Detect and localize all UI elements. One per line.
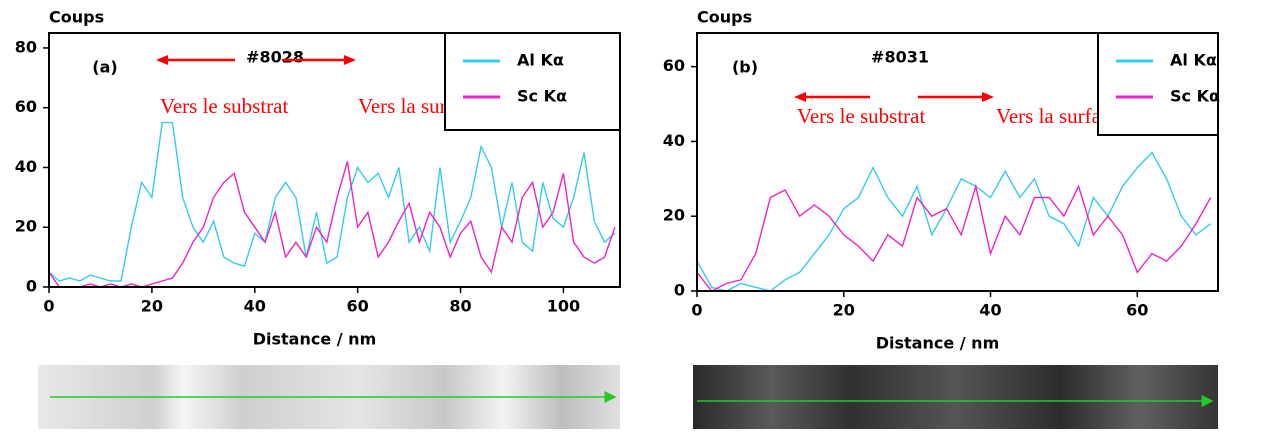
x-tick-label: 0 [43,297,54,316]
sample-label: #8028 [246,48,304,67]
annotation: Vers le substrat [160,94,288,118]
panel-label: (a) [92,58,117,77]
legend-box [1097,32,1219,136]
legend-label: Al Kα [517,51,564,70]
y-tick-label: 60 [15,97,37,116]
arrow-head [156,55,168,65]
annotation: Vers le substrat [797,104,925,128]
arrow-head [982,92,994,102]
arrow-head [794,92,806,102]
legend-box [444,32,621,131]
legend-label: Sc Kα [517,87,567,106]
x-tick-label: 60 [1126,301,1148,320]
legend-label: Al Kα [1170,51,1217,70]
data-line [696,151,1212,292]
x-tick-label: 100 [547,297,580,316]
y-axis-label: Coups [49,8,104,27]
y-tick-label: 60 [663,56,685,75]
x-axis-label: Distance / nm [253,330,377,349]
x-tick-label: 0 [691,301,702,320]
arrow-head [344,55,356,65]
y-tick-label: 40 [15,157,37,176]
y-tick-label: 20 [15,217,37,236]
plot-frame [696,32,1219,292]
data-line [48,121,616,282]
x-tick-label: 40 [979,301,1001,320]
y-tick-label: 20 [663,206,685,225]
plot-frame [48,32,621,288]
y-tick-label: 80 [15,37,37,56]
data-line [696,183,1212,292]
y-tick-label: 40 [663,131,685,150]
tem-image-b [693,365,1218,429]
x-axis-label: Distance / nm [876,334,1000,353]
x-tick-label: 20 [833,301,855,320]
legend-label: Sc Kα [1170,87,1220,106]
x-tick-label: 20 [141,297,163,316]
x-tick-label: 80 [449,297,471,316]
data-line [48,161,616,288]
y-tick-label: 0 [674,281,685,300]
y-tick-label: 0 [26,277,37,296]
panel-label: (b) [732,58,758,77]
x-tick-label: 40 [244,297,266,316]
sample-label: #8031 [871,48,929,67]
y-axis-label: Coups [697,8,752,27]
x-tick-label: 60 [347,297,369,316]
